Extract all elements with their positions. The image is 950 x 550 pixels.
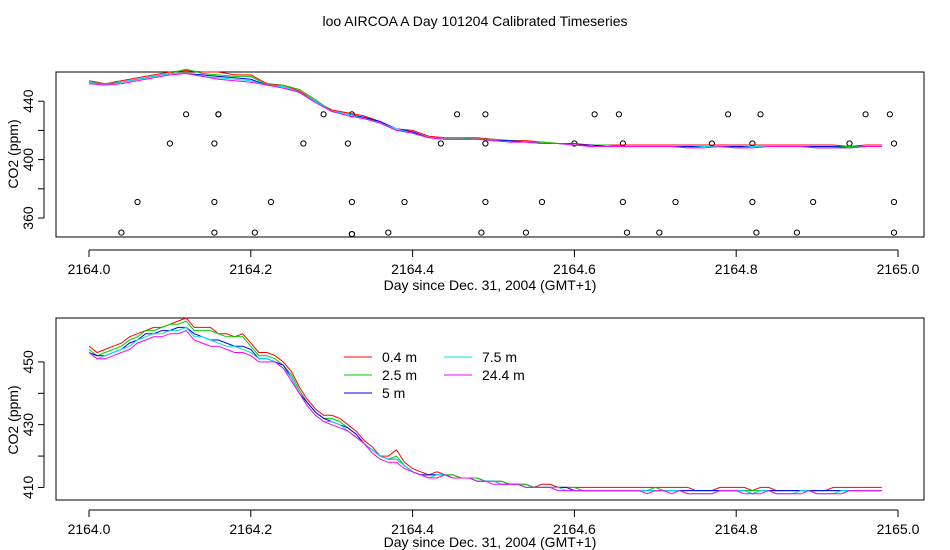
- bottom-panel: 2164.0 2164.2 2164.4 2164.6 2164.8 2165.0 410…: [5, 317, 925, 550]
- data-point-marker: [753, 229, 760, 236]
- data-point-marker: [725, 111, 732, 118]
- bottom-y-tick-label: 430: [20, 413, 36, 437]
- bottom-x-axis: 2164.0 2164.2 2164.4 2164.6 2164.8 2165.0: [68, 509, 920, 537]
- bottom-x-label: Day since Dec. 31, 2004 (GMT+1): [384, 534, 597, 550]
- figure-title: loo AIRCOA A Day 101204 Calibrated Times…: [322, 13, 627, 29]
- top-y-axis: 360 400 440: [20, 89, 45, 230]
- bottom-y-tick-label: 410: [20, 476, 36, 500]
- data-point-marker: [619, 198, 627, 206]
- top-x-tick-label: 2164.0: [68, 261, 111, 277]
- data-point-marker: [810, 198, 817, 206]
- top-x-tick-label: 2165.0: [877, 261, 920, 277]
- top-panel: 2164.0 2164.2 2164.4 2164.6 2164.8 2165.0 360…: [5, 68, 925, 293]
- top-x-axis: 2164.0 2164.2 2164.4 2164.6 2164.8 2165.0: [68, 249, 920, 277]
- top-x-tick-label: 2164.8: [715, 261, 758, 277]
- data-point-marker: [591, 111, 598, 118]
- top-y-tick-label: 440: [20, 89, 36, 113]
- data-point-marker: [482, 198, 489, 206]
- top-series-line-0-4-m: [88, 69, 882, 148]
- data-point-marker: [211, 140, 218, 147]
- data-point-marker: [454, 111, 461, 118]
- top-x-tick-label: 2164.2: [229, 261, 272, 277]
- data-point-marker: [846, 140, 853, 147]
- data-point-marker: [538, 198, 546, 206]
- bottom-y-tick-label: 450: [20, 350, 36, 374]
- data-point-marker: [749, 198, 756, 206]
- data-point-marker: [211, 229, 218, 236]
- top-x-tick-label: 2164.6: [553, 261, 596, 277]
- data-point-marker: [251, 229, 258, 236]
- data-point-marker: [267, 198, 275, 206]
- top-series-line-2-5-m: [88, 68, 882, 147]
- bottom-series-line-24-4-m: [88, 330, 882, 495]
- data-point-marker: [134, 198, 141, 206]
- data-point-marker: [522, 229, 530, 236]
- bottom-series-line-2-5-m: [88, 320, 882, 492]
- legend-label: 0.4 m: [382, 349, 417, 365]
- data-point-marker: [211, 198, 218, 206]
- top-y-tick-label: 360: [20, 206, 36, 230]
- data-point-marker: [401, 198, 408, 206]
- legend-label: 5 m: [382, 385, 405, 401]
- data-point-marker: [348, 198, 355, 206]
- bottom-x-tick-label: 2165.0: [877, 521, 920, 537]
- top-series-line-24-4-m: [88, 72, 882, 149]
- data-point-marker: [166, 140, 173, 147]
- data-point-marker: [300, 140, 307, 147]
- top-series-lines: [88, 68, 882, 149]
- data-point-marker: [615, 111, 623, 118]
- data-point-marker: [672, 198, 679, 206]
- data-point-marker: [862, 111, 869, 118]
- data-point-marker: [344, 140, 351, 147]
- bottom-x-tick-label: 2164.6: [553, 521, 596, 537]
- bottom-series-line-0-4-m: [88, 317, 882, 492]
- data-point-marker: [623, 229, 631, 236]
- data-point-marker: [215, 111, 222, 118]
- data-point-marker: [320, 111, 327, 118]
- top-series-line-7-5-m: [88, 73, 882, 149]
- data-point-marker: [890, 229, 898, 236]
- legend-label: 24.4 m: [482, 367, 525, 383]
- top-x-label: Day since Dec. 31, 2004 (GMT+1): [384, 277, 597, 293]
- bottom-x-tick-label: 2164.8: [715, 521, 758, 537]
- bottom-plot-frame: [55, 317, 925, 501]
- data-point-marker: [482, 140, 489, 147]
- top-series-line-5-m: [88, 73, 882, 149]
- bottom-x-tick-label: 2164.0: [68, 521, 111, 537]
- bottom-x-tick-label: 2164.2: [229, 521, 272, 537]
- data-point-marker: [482, 111, 489, 118]
- data-point-marker: [183, 111, 190, 118]
- top-x-tick-label: 2164.4: [391, 261, 434, 277]
- top-y-label: CO2 (ppm): [5, 119, 21, 188]
- legend: 0.4 m 2.5 m 5 m 7.5 m 24.4 m: [344, 349, 525, 401]
- data-point-marker: [118, 229, 125, 236]
- bottom-y-label: CO2 (ppm): [5, 385, 21, 454]
- top-plot-frame: [55, 71, 925, 238]
- data-point-marker: [793, 229, 801, 236]
- legend-label: 2.5 m: [382, 367, 417, 383]
- bottom-y-axis: 410 430 450: [20, 350, 45, 500]
- data-point-marker: [656, 229, 663, 236]
- legend-label: 7.5 m: [482, 349, 517, 365]
- bottom-x-tick-label: 2164.4: [391, 521, 434, 537]
- top-y-tick-label: 400: [20, 148, 36, 172]
- data-point-marker: [890, 140, 898, 147]
- data-point-marker: [348, 231, 355, 238]
- data-point-marker: [478, 229, 485, 236]
- bottom-series-lines: [88, 317, 882, 495]
- top-markers: [118, 111, 898, 238]
- data-point-marker: [385, 229, 392, 236]
- data-point-marker: [890, 198, 898, 206]
- data-point-marker: [437, 140, 444, 147]
- data-point-marker: [886, 111, 894, 118]
- data-point-marker: [757, 111, 764, 118]
